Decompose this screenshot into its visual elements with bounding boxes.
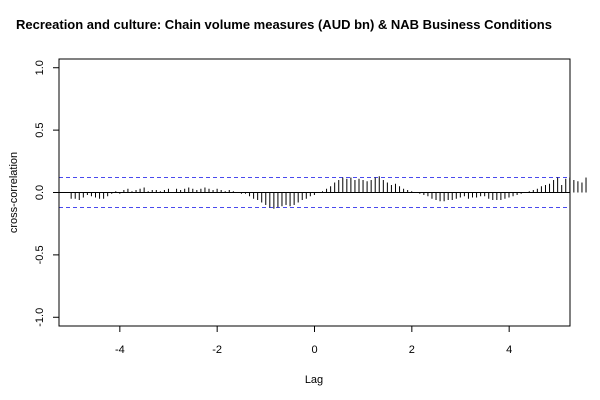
x-tick-label: -4 (115, 344, 125, 356)
plot-marks (59, 176, 586, 208)
chart-title: Recreation and culture: Chain volume mea… (16, 17, 552, 32)
y-tick-label: -1.0 (34, 308, 46, 327)
y-tick-label: 0.5 (34, 122, 46, 137)
x-tick-label: 4 (506, 344, 512, 356)
y-axis: -1.0 -0.5 0.0 0.5 1.0 (34, 60, 59, 327)
y-tick-label: -0.5 (34, 245, 46, 264)
x-axis-label: Lag (305, 374, 323, 386)
y-tick-label: 1.0 (34, 60, 46, 75)
x-tick-label: 2 (409, 344, 415, 356)
y-axis-label: cross-correlation (8, 152, 20, 233)
x-tick-label: 0 (311, 344, 317, 356)
x-axis: -4 -2 0 2 4 (115, 326, 512, 356)
y-tick-label: 0.0 (34, 185, 46, 200)
x-tick-label: -2 (212, 344, 222, 356)
